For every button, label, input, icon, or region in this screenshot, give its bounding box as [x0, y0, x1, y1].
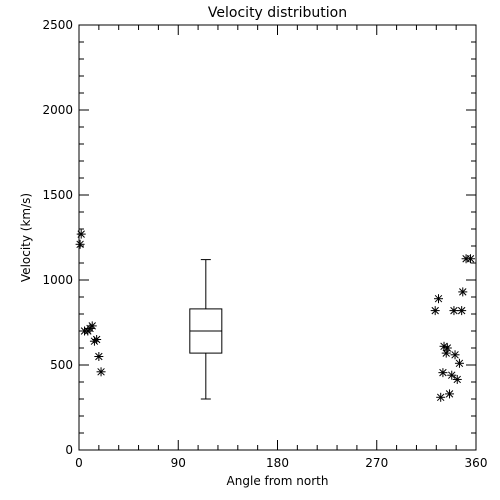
x-tick-label: 0	[75, 456, 83, 470]
data-point	[449, 306, 459, 316]
data-point	[454, 358, 464, 368]
y-tick-label: 0	[65, 443, 73, 457]
chart-title: Velocity distribution	[208, 5, 347, 21]
data-point	[87, 321, 97, 331]
y-axis-ticks: 0 500 1000 1500 2000 2500	[42, 18, 476, 457]
data-point	[76, 229, 86, 239]
y-tick-label: 1500	[42, 188, 73, 202]
y-tick-label: 1000	[42, 273, 73, 287]
data-point	[450, 350, 460, 360]
x-tick-label: 270	[365, 456, 388, 470]
x-axis-title: Angle from north	[227, 474, 329, 488]
data-point	[75, 239, 85, 249]
data-point	[94, 352, 104, 361]
data-point	[436, 392, 446, 402]
data-point	[442, 343, 452, 353]
x-tick-label: 360	[465, 456, 488, 470]
y-tick-label: 500	[50, 358, 73, 372]
data-point	[438, 368, 448, 378]
y-axis-title: Velocity (km/s)	[19, 193, 33, 282]
data-point	[452, 374, 462, 384]
data-point	[434, 294, 444, 304]
plot-frame	[78, 24, 477, 451]
data-point	[445, 389, 455, 399]
plot-border	[78, 24, 477, 451]
y-tick-label: 2000	[42, 103, 73, 117]
data-point	[465, 254, 475, 264]
data-point	[457, 306, 467, 316]
x-tick-label: 180	[266, 456, 289, 470]
x-tick-label: 90	[171, 456, 186, 470]
data-point	[92, 335, 102, 344]
boxplot	[189, 259, 223, 400]
data-points	[75, 229, 475, 402]
data-point	[458, 287, 468, 297]
data-point	[447, 370, 457, 380]
data-point	[430, 306, 440, 316]
y-tick-label: 2500	[42, 18, 73, 32]
data-point	[96, 367, 106, 377]
x-axis-ticks: 0 90 180 270 360	[75, 25, 487, 470]
